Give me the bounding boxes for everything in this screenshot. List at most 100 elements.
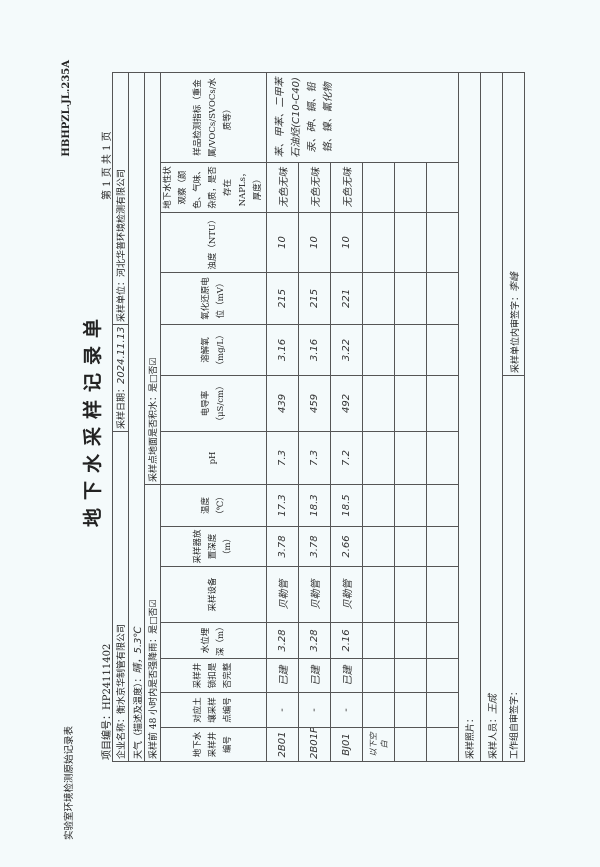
column-header: pH: [160, 431, 267, 485]
date-label: 采样日期：: [117, 383, 127, 429]
table-cell: [362, 162, 395, 213]
table-cell: 贝勒管: [266, 566, 299, 623]
column-header: 温度（℃）: [160, 484, 267, 527]
column-header: 氧化还原电位（mV）: [160, 272, 267, 325]
lab-form-name: 实验室环境检测原始记录表: [64, 725, 75, 840]
table-cell: 贝勒管: [298, 566, 331, 623]
table-cell: [394, 566, 427, 623]
page-title: 地下水采样记录单: [82, 310, 104, 527]
table-cell: 10: [298, 212, 331, 273]
table-cell: 3.28: [298, 622, 331, 659]
table-cell: -: [298, 692, 331, 728]
column-header: 水位埋深（m）: [160, 622, 267, 659]
table-cell: 215: [266, 272, 299, 325]
table-row: 2B01- 已建 3.28 贝勒管 3.78 17.3 7.3 439 3.16 215 10 无色无…: [266, 72, 459, 762]
table-cell: [362, 658, 395, 693]
table-cell: 2B01: [266, 727, 299, 762]
table-cell: [394, 375, 427, 432]
table-cell: [394, 622, 427, 659]
form-code: HBHPZL.JL.235A: [61, 60, 72, 157]
date-cell: 采样日期：2024.11.13: [112, 324, 129, 432]
table-cell: 7.2: [330, 431, 363, 485]
column-header: 浊度（NTU）: [160, 212, 267, 273]
unit-cell: 采样单位：河北华普环境检测有限公司: [112, 72, 129, 325]
table-cell: 18.5: [330, 484, 363, 527]
column-header: 溶解氧（mg/L）: [160, 324, 267, 376]
table-cell: 215: [298, 272, 331, 325]
unit-review-signature: 李峰: [510, 271, 521, 292]
table-cell: [426, 212, 459, 273]
table-cell: [426, 566, 459, 623]
table-cell: [394, 162, 427, 213]
table-cell: [394, 272, 427, 325]
table-cell: 7.3: [298, 431, 331, 485]
table-cell: [426, 658, 459, 693]
table-cell: 已建: [298, 658, 331, 693]
table-cell: 10: [330, 212, 363, 273]
table-cell: BJ01: [330, 727, 363, 762]
page-number: 第 1 页 共 1 页: [102, 131, 113, 200]
table-cell: 2.66: [330, 526, 363, 567]
table-cell: [362, 324, 395, 376]
test-item: 汞、砷、镉、铅: [307, 82, 318, 153]
table-cell: -: [330, 692, 363, 728]
table-cell: [394, 727, 427, 762]
weather-cell: 天气（描述及温度）：晴，5.3℃: [128, 72, 145, 762]
table-cell: 18.3: [298, 484, 331, 527]
table-row: BJ01- 已建 2.16 贝勒管 2.66 18.5 7.2 492 3.22 221 10 无色无…: [330, 72, 363, 762]
table-cell: 无色无味: [298, 162, 331, 213]
table-cell: 439: [266, 375, 299, 432]
column-header: 地下水采样井编号: [160, 727, 267, 762]
column-header: 样品检测指标（重金属/VOCs/SVOCs/水质等）: [160, 72, 267, 163]
table-cell: [394, 526, 427, 567]
weather-label: 天气（描述及温度）：: [134, 673, 144, 759]
table-cell: 2.16: [330, 622, 363, 659]
company-value: 衡水京华制管有限公司: [117, 623, 127, 714]
unit-review-cell: 采样单位内审签字：李峰: [502, 72, 525, 376]
weather-value: 晴，5.3℃: [133, 626, 144, 674]
table-cell: [362, 484, 395, 527]
table-cell: [426, 431, 459, 485]
company-cell: 企业名称：衡水京华制管有限公司: [112, 431, 129, 762]
table-cell: [394, 692, 427, 728]
sampling-record-table: 企业名称：衡水京华制管有限公司 采样日期：2024.11.13 采样单位：河北华…: [112, 72, 525, 762]
table-cell: [426, 484, 459, 527]
project-number: 项目编号：HP24111402: [98, 644, 113, 760]
table-row: [394, 72, 427, 762]
table-cell: 2B01P: [298, 727, 331, 762]
unit-value: 河北华普环境检测有限公司: [117, 168, 127, 277]
sampler-label: 采样人员：: [489, 713, 499, 759]
test-item: 铬、镍、氰化物: [323, 82, 334, 153]
table-cell: 3.78: [266, 526, 299, 567]
table-cell: 无色无味: [266, 162, 299, 213]
sampler-signature: 王成: [488, 693, 499, 714]
table-cell: [426, 375, 459, 432]
table-row: 以下空白: [362, 72, 395, 762]
unit-label: 采样单位：: [117, 276, 127, 322]
table-cell: 17.3: [266, 484, 299, 527]
table-cell: -: [266, 692, 299, 728]
table-cell: [362, 375, 395, 432]
test-item: 苯、甲苯、二甲苯: [275, 77, 286, 158]
table-cell: [394, 431, 427, 485]
table-cell: [426, 727, 459, 762]
column-header: 采样器放置深度（m）: [160, 526, 267, 567]
table-cell: 10: [266, 212, 299, 273]
table-cell: 3.28: [266, 622, 299, 659]
column-header: 电导率（μS/cm）: [160, 375, 267, 432]
table-cell: 以下空白: [362, 727, 395, 762]
column-header: 采样井锁扣是否完整: [160, 658, 267, 693]
table-cell: 3.22: [330, 324, 363, 376]
table-cell: [394, 658, 427, 693]
table-cell: [362, 272, 395, 325]
table-cell: 无色无味: [330, 162, 363, 213]
column-header-row: 地下水采样井编号 对应土壤采样点编号 采样井锁扣是否完整 水位埋深（m） 采样设备 采样器…: [160, 72, 267, 762]
table-cell: [426, 692, 459, 728]
table-cell: 3.16: [266, 324, 299, 376]
rain-cell: 采样前 48 小时内是否强降雨：是□否☑: [144, 484, 161, 762]
table-cell: 459: [298, 375, 331, 432]
standing-water-cell: 采样点地面是否积水：是□否☑: [144, 72, 161, 485]
sampler-cell: 采样人员：王成: [480, 72, 503, 762]
table-row: 2B01P - 已建 3.28 贝勒管 3.78 18.3 7.3 459 3.16 215 10 无色…: [298, 72, 331, 762]
